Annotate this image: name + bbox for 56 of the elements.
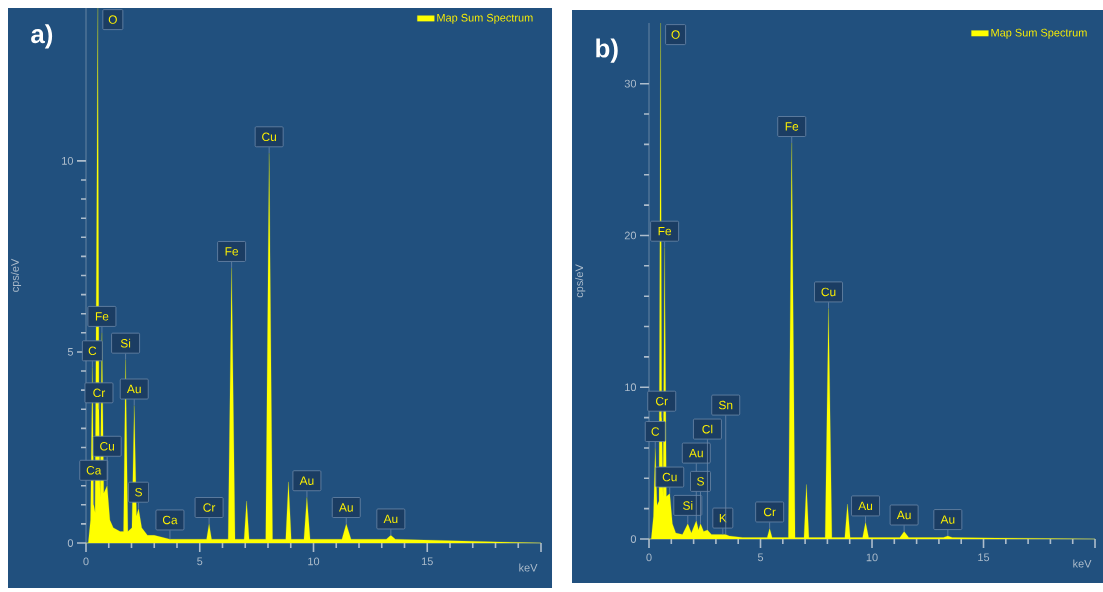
x-tick-label: 10 [866, 553, 878, 562]
y-tick-label: 30 [624, 79, 637, 88]
y-tick-label: 0 [67, 539, 74, 547]
annotation: Au [896, 510, 911, 520]
annotation: Cl [702, 424, 713, 434]
x-axis-title: keV [519, 563, 538, 572]
annotation: Fe [785, 122, 799, 131]
annotation: Si [120, 338, 131, 348]
annotation: Ca [86, 466, 102, 475]
annotation: Au [688, 448, 703, 458]
y-tick-label: 10 [62, 156, 74, 165]
annotation: Sn [718, 400, 733, 410]
annotation: Fe [225, 247, 239, 256]
annotation: Cu [262, 132, 276, 142]
x-tick-label: 0 [83, 557, 89, 566]
x-tick-label: 10 [308, 557, 320, 566]
annotation: K [719, 513, 727, 523]
y-tick-label: 5 [67, 348, 74, 356]
annotation: Au [383, 514, 398, 524]
x-tick-label: 5 [197, 557, 203, 566]
annotation: Ca [162, 515, 178, 525]
annotation: Cu [100, 442, 115, 451]
annotation: Au [126, 384, 141, 394]
x-tick-label: 15 [978, 553, 990, 562]
annotation: S [697, 477, 704, 486]
x-axis-title: keV [1073, 559, 1092, 568]
legend-label: Map Sum Spectrum [437, 13, 533, 24]
y-tick-label: 20 [624, 231, 637, 240]
y-axis-title: cps/eV [575, 264, 586, 298]
annotation: Au [858, 501, 873, 511]
annotation: C [651, 427, 660, 436]
text: a) [31, 24, 53, 49]
annotation: O [108, 15, 117, 24]
annotation: S [135, 487, 142, 497]
annotation: O [671, 30, 680, 39]
annotation: Au [299, 476, 314, 485]
y-tick-label: 0 [630, 535, 637, 543]
legend-label: Map Sum Spectrum [991, 28, 1087, 39]
annotation: Cr [93, 388, 106, 398]
annotation: Cr [203, 503, 216, 512]
x-tick-label: 15 [421, 557, 433, 566]
text: b) [596, 38, 618, 63]
annotation: Au [940, 515, 955, 524]
annotation: Cu [662, 472, 677, 482]
annotation: Fe [95, 312, 109, 321]
annotation: C [88, 346, 97, 356]
annotation: Cr [763, 507, 776, 517]
annotation: Si [683, 501, 693, 510]
annotation: Au [338, 503, 353, 512]
annotation: Fe [658, 227, 672, 236]
y-axis-title: cps/eV [10, 258, 22, 292]
x-tick-label: 5 [757, 553, 764, 562]
y-tick-label: 10 [625, 383, 637, 392]
annotation: Cu [821, 287, 836, 297]
x-tick-label: 0 [646, 553, 652, 562]
annotation: Cr [656, 396, 668, 406]
